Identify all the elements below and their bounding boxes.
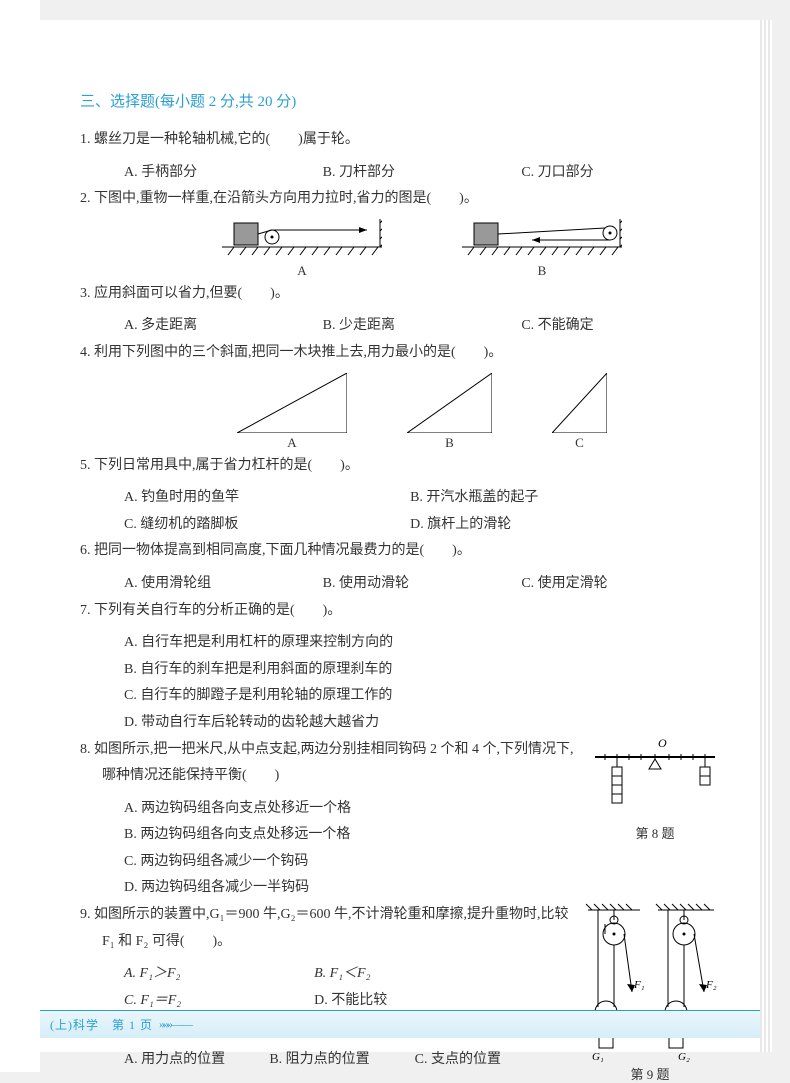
page: 三、选择题(每小题 2 分,共 20 分) 1. 螺丝刀是一种轮轴机械,它的( …: [40, 20, 760, 1052]
q1-options: A. 手柄部分 B. 刀杆部分 C. 刀口部分: [80, 160, 720, 187]
q10-options: A. 用力点的位置 B. 阻力点的位置 C. 支点的位置: [80, 1047, 560, 1074]
pulley-a-icon: [222, 219, 382, 261]
q2-diagram: A B: [80, 219, 720, 279]
q5-options: A. 钓鱼时用的鱼竿 B. 开汽水瓶盖的起子 C. 缝纫机的踏脚板 D. 旗杆上…: [80, 485, 720, 538]
arrow-icon: »»»——: [159, 1017, 191, 1032]
question-3: 3. 应用斜面可以省力,但要( )。: [80, 281, 720, 308]
q4-diagram: A B C: [80, 373, 720, 451]
q8-figure: O 第 8 题: [590, 737, 720, 842]
page-footer: (上)科学 第 1 页 »»»——: [40, 1010, 760, 1038]
question-1: 1. 螺丝刀是一种轮轴机械,它的( )属于轮。: [80, 127, 720, 154]
svg-text:F₂: F₂: [705, 979, 717, 991]
q9-figure: F₁ G₁ F₂ G₂ 第 9 题: [580, 902, 720, 1083]
q7-options: A. 自行车把是利用杠杆的原理来控制方向的 B. 自行车的刹车把是利用斜面的原理…: [80, 630, 720, 736]
svg-text:G₂: G₂: [678, 1051, 690, 1062]
section-header: 三、选择题(每小题 2 分,共 20 分): [80, 90, 720, 111]
balance-label-o: O: [658, 737, 667, 750]
svg-text:G₁: G₁: [592, 1051, 604, 1062]
question-5: 5. 下列日常用具中,属于省力杠杆的是( )。: [80, 453, 720, 480]
q6-options: A. 使用滑轮组 B. 使用动滑轮 C. 使用定滑轮: [80, 571, 720, 598]
question-4: 4. 利用下列图中的三个斜面,把同一木块推上去,用力最小的是( )。: [80, 340, 720, 367]
svg-text:F₁: F₁: [633, 979, 645, 991]
pulley-b-icon: [462, 219, 622, 261]
question-2: 2. 下图中,重物一样重,在沿箭头方向用力拉时,省力的图是( )。: [80, 186, 720, 213]
q9-options: A. F₁＞F₂ B. F₁＜F₂ C. F₁＝F₂ D. 不能比较: [80, 961, 520, 1014]
question-6: 6. 把同一物体提高到相同高度,下面几种情况最费力的是( )。: [80, 538, 720, 565]
question-7: 7. 下列有关自行车的分析正确的是( )。: [80, 598, 720, 625]
q3-options: A. 多走距离 B. 少走距离 C. 不能确定: [80, 313, 720, 340]
